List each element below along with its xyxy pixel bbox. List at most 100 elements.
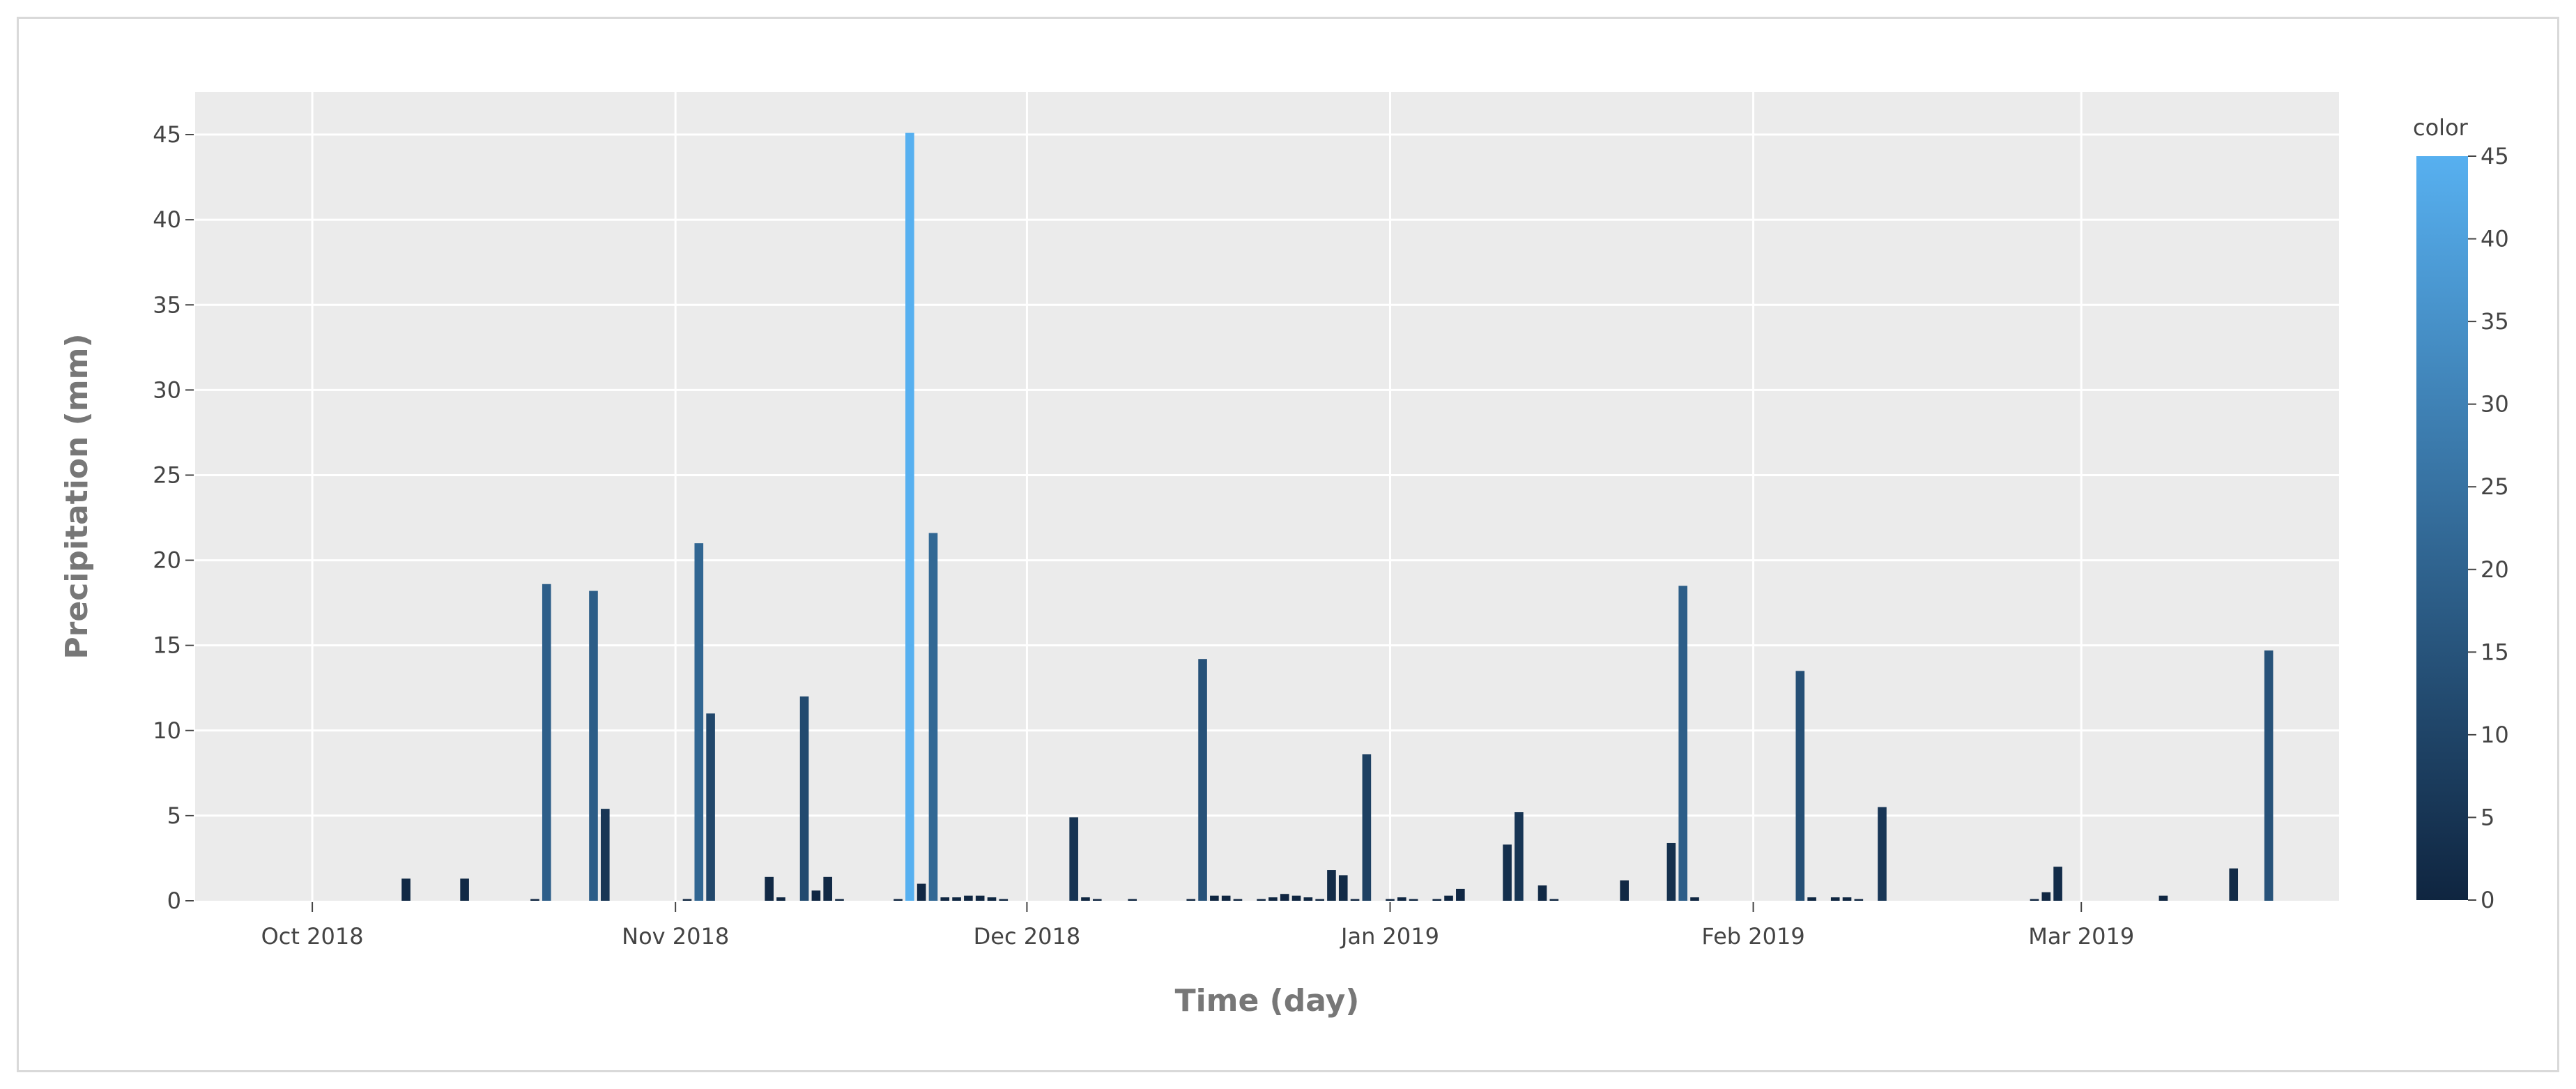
bar [1210, 895, 1219, 901]
bar [1233, 899, 1243, 901]
bar [1456, 888, 1465, 901]
bar [1503, 844, 1512, 901]
bar [1444, 895, 1453, 901]
bar [765, 876, 774, 901]
bar [1678, 586, 1688, 901]
bar [1198, 659, 1207, 901]
y-tick-label: 45 [153, 121, 181, 148]
y-tick-label: 20 [153, 547, 181, 574]
bar [1807, 897, 1816, 901]
colorbar-tick-label: 35 [2481, 308, 2509, 335]
bar [694, 543, 704, 901]
x-tick-label: Dec 2018 [974, 923, 1081, 950]
bar [823, 876, 832, 901]
colorbar-tick-label: 40 [2481, 226, 2509, 252]
colorbar-tick-label: 10 [2481, 722, 2509, 748]
chart-frame: 0 5 10 15 20 25 30 35 40 45 Oct 2018 Nov 2018 Dec 2… [17, 17, 2559, 1072]
bar [1690, 897, 1699, 901]
bar [987, 897, 997, 901]
precipitation-chart: 0 5 10 15 20 25 30 35 40 45 Oct 2018 Nov 2018 Dec 2… [59, 92, 2509, 1019]
bar [1092, 899, 1102, 901]
colorbar-title: color [2413, 114, 2469, 141]
bar [1409, 899, 1418, 901]
bar [964, 895, 973, 901]
bar [811, 890, 821, 901]
bar [928, 533, 938, 901]
bar [1081, 897, 1090, 901]
bar [460, 878, 469, 901]
bar [1069, 817, 1078, 901]
bar [1515, 812, 1524, 901]
y-tick-label: 30 [153, 376, 181, 403]
bar [894, 899, 903, 901]
bar [1128, 899, 1137, 901]
bar [2041, 892, 2051, 901]
y-tick-label: 35 [153, 291, 181, 318]
bar [1291, 895, 1301, 901]
bar [542, 584, 551, 901]
bar [1257, 899, 1266, 901]
bar [835, 899, 844, 901]
bar [776, 897, 785, 901]
bar [2229, 868, 2239, 901]
bar [2264, 650, 2274, 901]
x-tick-labels: Oct 2018 Nov 2018 Dec 2018 Jan 2019 Feb 2019… [261, 902, 2134, 950]
bar [1362, 754, 1372, 901]
bar [1830, 897, 1840, 901]
bar [601, 809, 610, 901]
bar [799, 696, 809, 901]
y-tick-labels: 0 5 10 15 20 25 30 35 40 45 [153, 121, 194, 914]
colorbar-tick-label: 25 [2481, 473, 2509, 500]
colorbar: color 0 5 10 15 20 25 30 35 40 45 [2413, 114, 2509, 913]
bar [1397, 897, 1406, 901]
bar [999, 899, 1009, 901]
x-tick-label: Jan 2019 [1340, 923, 1439, 950]
x-axis-title: Time (day) [1175, 983, 1360, 1019]
colorbar-gradient [2416, 156, 2468, 900]
bar [940, 897, 950, 901]
bar [917, 883, 926, 901]
colorbar-tick-labels: 0 5 10 15 20 25 30 35 40 45 [2468, 143, 2509, 913]
bar [1666, 842, 1676, 901]
bar [1268, 897, 1278, 901]
colorbar-tick-label: 0 [2481, 887, 2494, 913]
y-tick-label: 40 [153, 206, 181, 233]
bar [905, 132, 914, 901]
bar [1386, 899, 1395, 901]
bar [1432, 899, 1442, 901]
y-axis-title: Precipitation (mm) [59, 333, 95, 659]
x-tick-label: Feb 2019 [1701, 923, 1804, 950]
bar [1549, 899, 1559, 901]
colorbar-tick-label: 5 [2481, 804, 2494, 830]
colorbar-tick-label: 15 [2481, 639, 2509, 665]
y-tick-label: 5 [167, 802, 181, 829]
y-tick-label: 0 [167, 888, 181, 914]
bar [1327, 870, 1336, 901]
bar [1878, 807, 1887, 901]
bar [530, 899, 539, 901]
bar [401, 878, 411, 901]
bar [1842, 897, 1852, 901]
y-gridlines [195, 133, 2339, 817]
y-tick-label: 10 [153, 717, 181, 744]
bar [2030, 899, 2039, 901]
bar [1795, 671, 1805, 901]
bars-group [401, 132, 2274, 901]
y-tick-label: 15 [153, 632, 181, 659]
x-tick-label: Oct 2018 [261, 923, 364, 950]
bar [975, 895, 985, 901]
bar [2053, 867, 2062, 901]
colorbar-tick-label: 20 [2481, 556, 2509, 583]
x-gridlines [311, 92, 2083, 901]
plot-area [195, 92, 2339, 901]
bar [1315, 899, 1324, 901]
bar [682, 899, 692, 901]
bar [952, 897, 961, 901]
bar [1280, 894, 1289, 901]
colorbar-tick-label: 45 [2481, 143, 2509, 169]
bar [1338, 875, 1348, 901]
bar [1854, 899, 1864, 901]
colorbar-tick-label: 30 [2481, 391, 2509, 418]
bar [706, 713, 715, 901]
bar [589, 591, 598, 901]
